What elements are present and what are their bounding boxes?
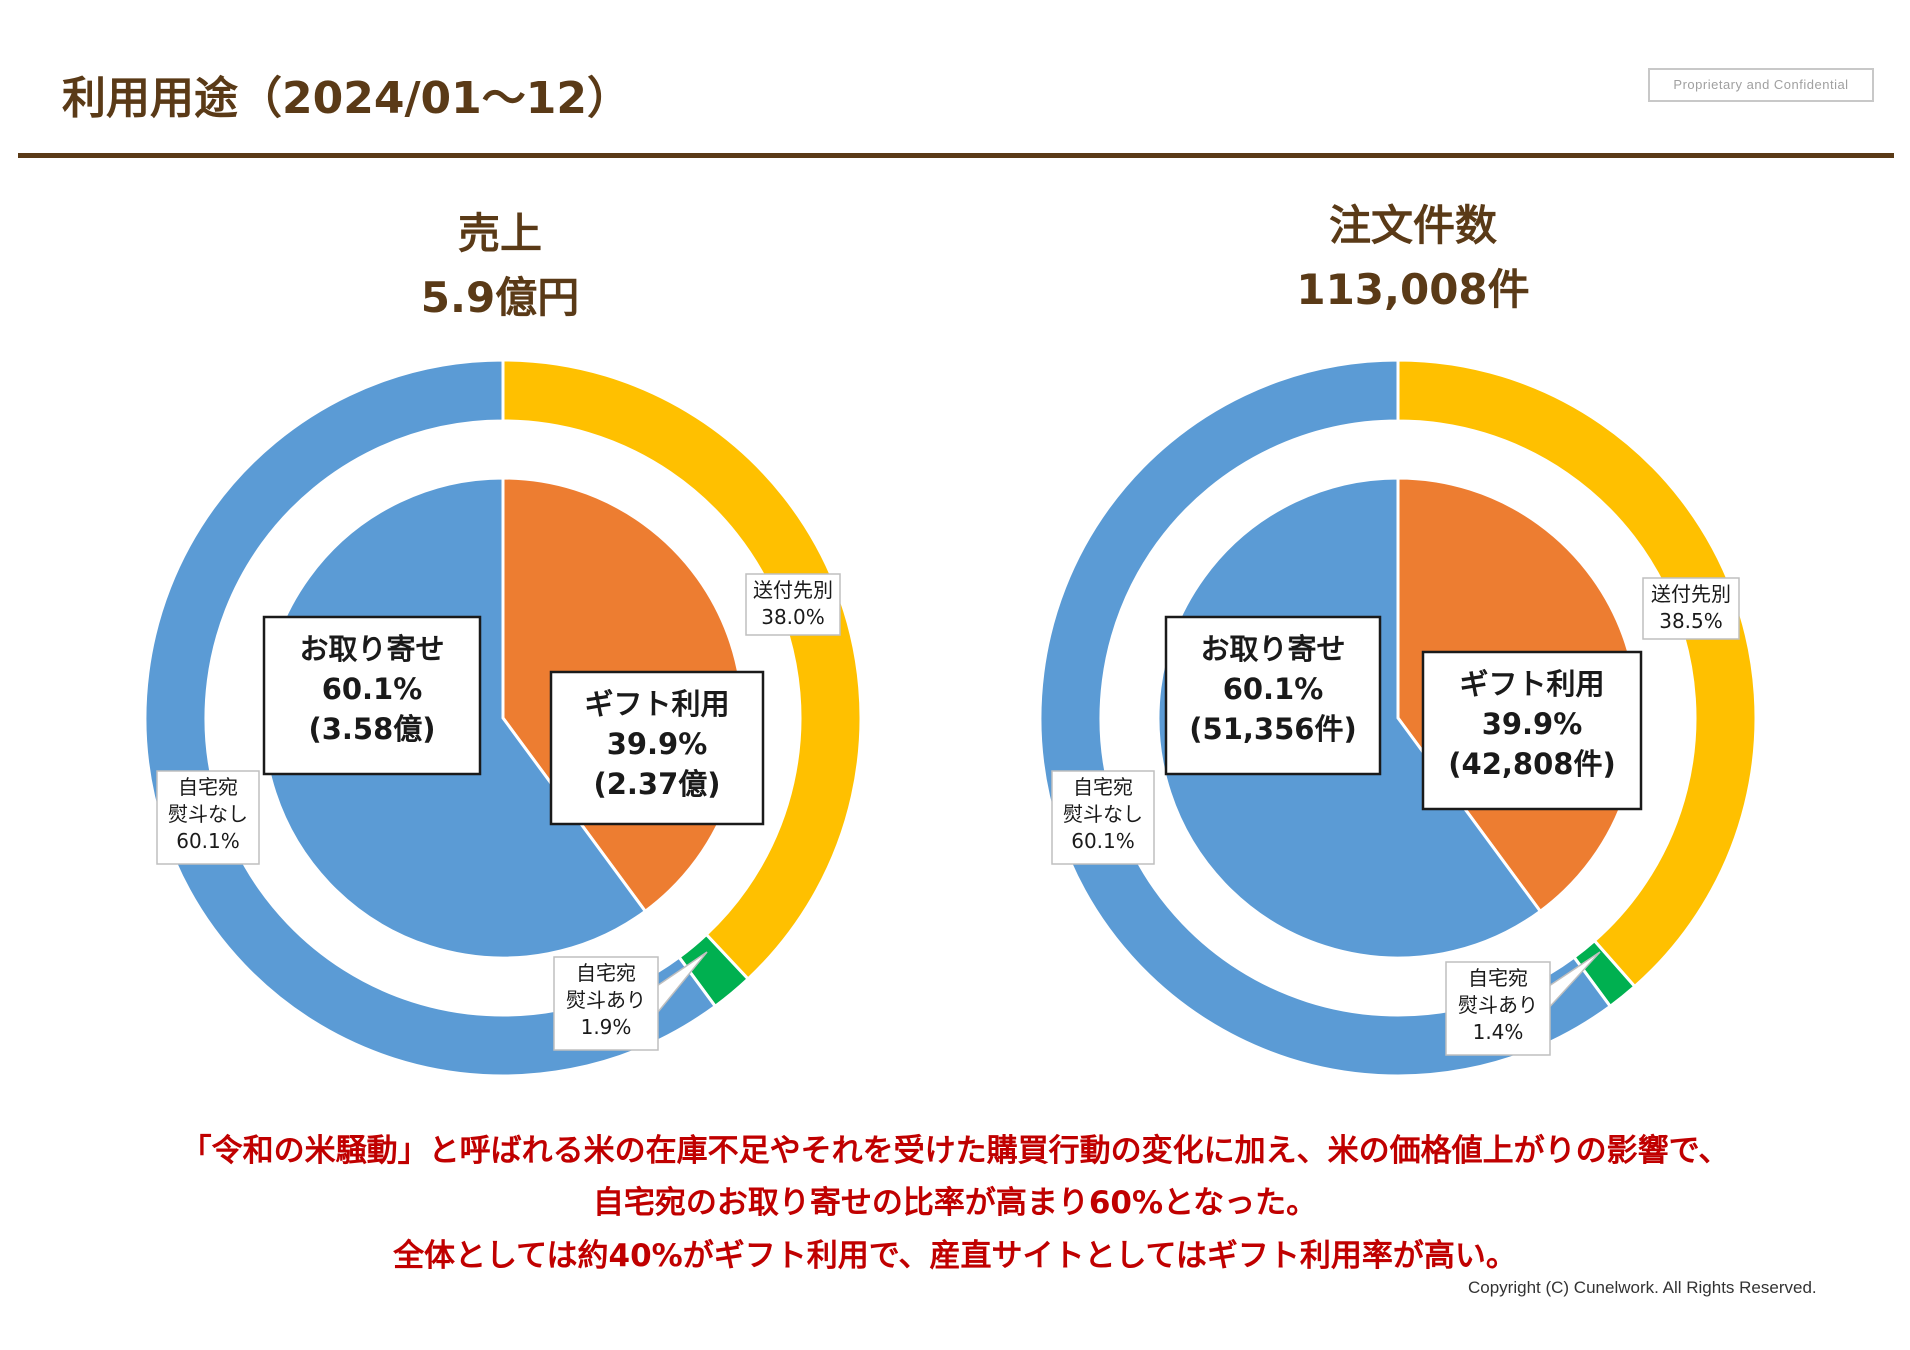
outer-label-text: 38.5% — [1659, 609, 1723, 633]
donut-chart-1: お取り寄せ 60.1% (51,356件) ギフト利用 39.9% (42,808件) 送付… — [1038, 358, 1758, 1078]
outer-slice-2 — [1038, 358, 1613, 1078]
outer-label-text: 熨斗あり — [566, 988, 646, 1012]
outer-label-text: 送付先別 — [753, 578, 833, 602]
copyright: Copyright (C) Cunelwork. All Rights Rese… — [1468, 1278, 1817, 1297]
outer-label-box — [553, 956, 659, 1051]
outer-label-text: 38.0% — [761, 605, 825, 629]
outer-label-text: 自宅宛 — [178, 775, 238, 799]
outer-label-text: 熨斗なし — [168, 802, 248, 826]
inner-label-text: 39.9% — [607, 727, 708, 761]
inner-label-text: お取り寄せ — [299, 632, 444, 666]
inner-label-text: (51,356件) — [1189, 712, 1356, 746]
chart-total-orders: 113,008件 — [1296, 265, 1530, 314]
outer-label-text: 熨斗あり — [1458, 993, 1538, 1017]
inner-label-text: 39.9% — [1482, 707, 1583, 741]
inner-label-box — [262, 615, 482, 776]
outer-label-text: 60.1% — [1071, 829, 1135, 853]
chart-heading-sales: 売上 5.9億円 — [250, 206, 750, 326]
inner-label-text: ギフト利用 — [1459, 667, 1604, 701]
outer-label-box — [1445, 961, 1551, 1056]
summary-note-line-2: 自宅宛のお取り寄せの比率が高まり60%となった。 — [592, 1185, 1318, 1221]
chart-total-sales: 5.9億円 — [420, 273, 580, 322]
title-divider — [18, 153, 1894, 158]
outer-label-text: 1.9% — [581, 1015, 632, 1039]
summary-note-line-3: 全体としては約40%がギフト利用で、産直サイトとしてはギフト利用率が高い。 — [393, 1238, 1517, 1274]
inner-label-text: (2.37億) — [593, 767, 720, 801]
outer-label-text: 自宅宛 — [1073, 775, 1133, 799]
summary-note-line-1: 「令和の米騒動」と呼ばれる米の在庫不足やそれを受けた購買行動の変化に加え、米の価… — [180, 1133, 1730, 1169]
outer-label-text: 自宅宛 — [1468, 966, 1528, 990]
outer-label-text: 自宅宛 — [576, 961, 636, 985]
inner-label-0: お取り寄せ 60.1% (51,356件) — [1164, 615, 1382, 776]
outer-label-box — [156, 770, 260, 865]
inner-label-0: お取り寄せ 60.1% (3.58億) — [262, 615, 482, 776]
page-title: 利用用途（2024/01〜12） — [62, 73, 631, 124]
outer-label-0: 送付先別 38.0% — [745, 573, 841, 636]
inner-label-box — [1421, 650, 1643, 811]
inner-label-text: お取り寄せ — [1200, 632, 1345, 666]
inner-label-text: (3.58億) — [308, 712, 435, 746]
outer-label-text: 60.1% — [176, 829, 240, 853]
outer-label-box — [745, 573, 841, 636]
chart-heading-orders: 注文件数 113,008件 — [1163, 198, 1663, 318]
inner-label-box — [1164, 615, 1382, 776]
inner-label-text: ギフト利用 — [584, 687, 729, 721]
chart-title-sales: 売上 — [457, 209, 542, 258]
inner-label-1: ギフト利用 39.9% (42,808件) — [1421, 650, 1643, 811]
outer-label-box — [1051, 770, 1155, 865]
outer-label-text: 熨斗なし — [1063, 802, 1143, 826]
outer-label-text: 1.4% — [1473, 1020, 1524, 1044]
inner-label-text: 60.1% — [1223, 672, 1324, 706]
inner-label-text: 60.1% — [322, 672, 423, 706]
outer-label-text: 送付先別 — [1651, 582, 1731, 606]
confidential-badge: Proprietary and Confidential — [1648, 68, 1874, 102]
chart-title-orders: 注文件数 — [1328, 201, 1497, 250]
inner-label-1: ギフト利用 39.9% (2.37億) — [549, 670, 765, 826]
outer-slice-0 — [501, 358, 863, 982]
outer-label-0: 送付先別 38.5% — [1642, 577, 1740, 640]
donut-chart-0: お取り寄せ 60.1% (3.58億) ギフト利用 39.9% (2.37億) 送付先別 38… — [143, 358, 863, 1078]
inner-label-box — [549, 670, 765, 826]
inner-label-text: (42,808件) — [1448, 747, 1615, 781]
outer-label-box — [1642, 577, 1740, 640]
